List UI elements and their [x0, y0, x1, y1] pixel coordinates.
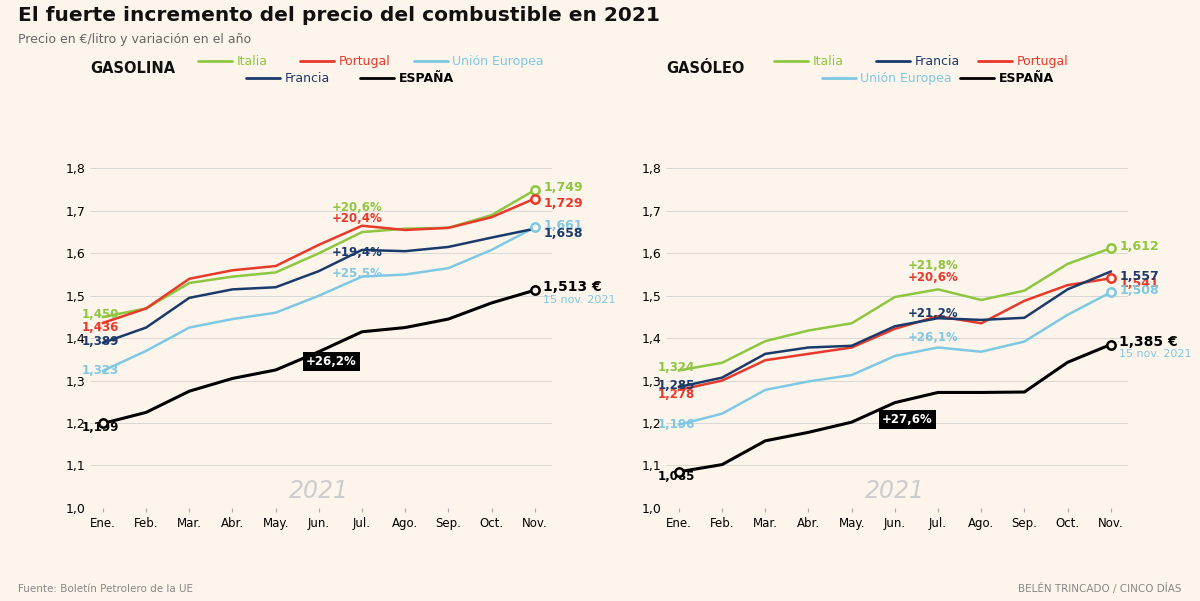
Text: +19,4%: +19,4%	[331, 246, 383, 259]
Text: 1,323: 1,323	[82, 364, 119, 377]
Text: Portugal: Portugal	[1016, 55, 1068, 68]
Text: 1,196: 1,196	[658, 418, 695, 431]
Text: GASÓLEO: GASÓLEO	[666, 61, 744, 76]
Text: 1,661: 1,661	[544, 219, 583, 232]
Text: Portugal: Portugal	[338, 55, 390, 68]
Text: 1,278: 1,278	[658, 388, 695, 401]
Text: 15 nov. 2021: 15 nov. 2021	[1120, 349, 1192, 359]
Text: 1,612: 1,612	[1120, 240, 1159, 252]
Text: 1,085: 1,085	[658, 469, 695, 483]
Text: 1,450: 1,450	[82, 308, 119, 321]
Text: Precio en €/litro y variación en el año: Precio en €/litro y variación en el año	[18, 33, 251, 46]
Text: +21,8%: +21,8%	[907, 259, 959, 272]
Text: +26,1%: +26,1%	[907, 331, 959, 344]
Text: 1,557: 1,557	[1120, 270, 1159, 282]
Text: Fuente: Boletín Petrolero de la UE: Fuente: Boletín Petrolero de la UE	[18, 584, 193, 594]
Text: 1,513 €: 1,513 €	[544, 280, 602, 294]
Text: Francia: Francia	[284, 72, 330, 85]
Text: 1,285: 1,285	[658, 379, 695, 392]
Text: 1,436: 1,436	[82, 320, 119, 334]
Text: +25,5%: +25,5%	[331, 267, 383, 281]
Text: +20,6%: +20,6%	[331, 201, 383, 214]
Text: El fuerte incremento del precio del combustible en 2021: El fuerte incremento del precio del comb…	[18, 6, 660, 25]
Text: 2021: 2021	[289, 479, 349, 503]
Text: 1,199: 1,199	[82, 421, 119, 434]
Text: Unión Europea: Unión Europea	[452, 55, 544, 68]
Text: +26,2%: +26,2%	[306, 355, 356, 368]
Text: 1,385 €: 1,385 €	[1120, 335, 1178, 349]
Text: ESPAÑA: ESPAÑA	[998, 72, 1054, 85]
Text: +21,2%: +21,2%	[907, 307, 959, 320]
Text: +20,6%: +20,6%	[907, 271, 959, 284]
Text: 2021: 2021	[865, 479, 925, 503]
Text: 1,658: 1,658	[544, 227, 583, 240]
Text: 1,541: 1,541	[1120, 276, 1159, 290]
Text: Italia: Italia	[236, 55, 268, 68]
Text: ESPAÑA: ESPAÑA	[398, 72, 454, 85]
Text: GASOLINA: GASOLINA	[90, 61, 175, 76]
Text: Italia: Italia	[812, 55, 844, 68]
Text: +20,4%: +20,4%	[331, 212, 383, 225]
Text: 1,389: 1,389	[82, 335, 119, 347]
Text: 15 nov. 2021: 15 nov. 2021	[544, 294, 616, 305]
Text: Francia: Francia	[914, 55, 960, 68]
Text: Unión Europea: Unión Europea	[860, 72, 952, 85]
Text: BELÉN TRINCADO / CINCO DÍAS: BELÉN TRINCADO / CINCO DÍAS	[1019, 583, 1182, 594]
Text: 1,729: 1,729	[544, 197, 583, 210]
Text: 1,324: 1,324	[658, 361, 695, 374]
Text: +27,6%: +27,6%	[882, 413, 932, 426]
Text: 1,749: 1,749	[544, 182, 583, 195]
Text: 1,508: 1,508	[1120, 284, 1159, 297]
